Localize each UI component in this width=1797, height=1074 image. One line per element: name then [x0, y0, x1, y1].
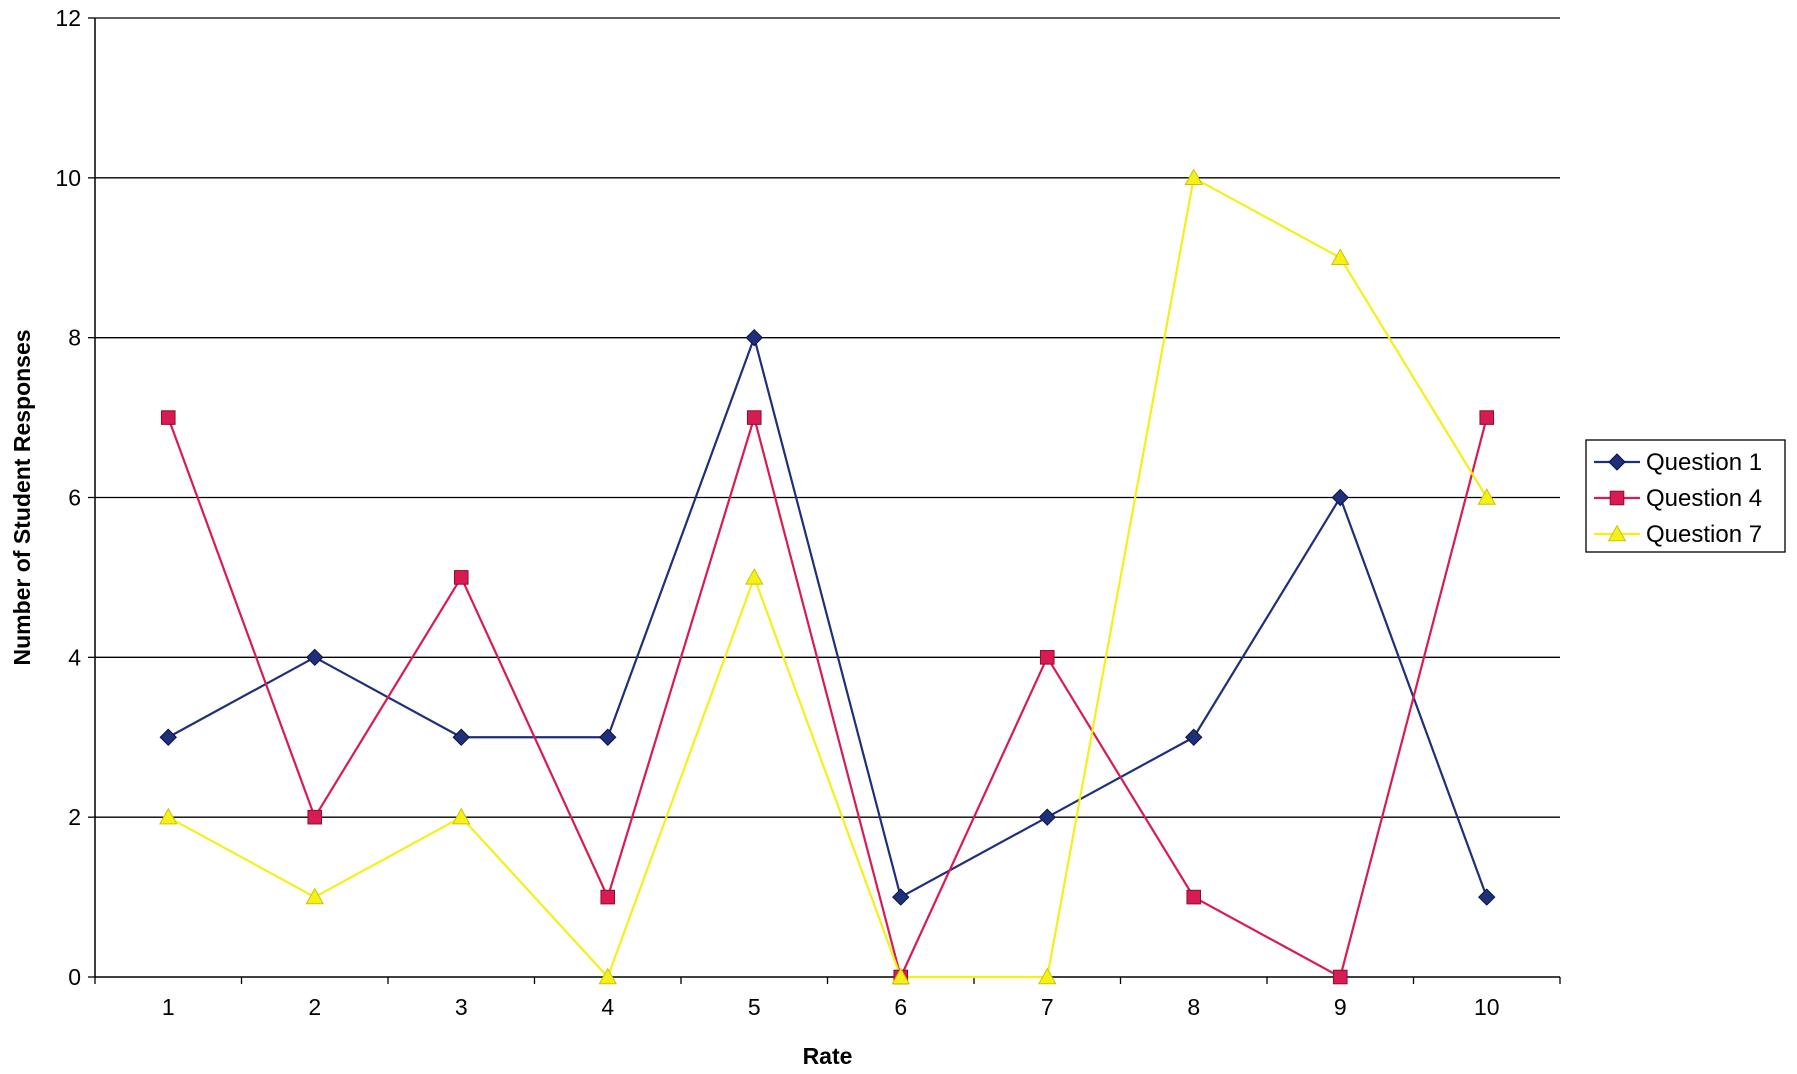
- data-point: [599, 728, 617, 746]
- y-tick-label: 10: [55, 165, 81, 191]
- data-point: [745, 567, 764, 585]
- data-point: [1331, 248, 1350, 265]
- x-tick-label: 9: [1334, 994, 1347, 1020]
- data-point: [305, 887, 324, 905]
- series-lines: [167, 176, 1488, 981]
- series-line-1: [167, 333, 1488, 899]
- data-point: [1478, 888, 1496, 906]
- data-point: [746, 410, 762, 425]
- x-tick-label: 3: [455, 994, 468, 1020]
- data-point: [598, 967, 617, 985]
- y-tick-label: 0: [68, 964, 81, 990]
- legend-label: Question 1: [1646, 449, 1762, 476]
- series-line-3: [167, 176, 1488, 980]
- data-point: [160, 410, 176, 425]
- data-point: [1186, 889, 1202, 905]
- series-markers: [159, 168, 1496, 985]
- x-tick-label: 2: [308, 994, 321, 1020]
- data-point: [745, 328, 763, 347]
- y-tick-label: 8: [68, 325, 81, 351]
- x-tick-label: 10: [1474, 994, 1500, 1020]
- series-line-2: [167, 413, 1488, 981]
- y-tick-label: 2: [68, 804, 81, 830]
- x-tick-label: 1: [162, 994, 175, 1020]
- y-tick-label: 4: [68, 644, 81, 670]
- data-point: [159, 807, 178, 825]
- y-tick-label: 12: [55, 5, 81, 31]
- data-point: [452, 807, 471, 825]
- data-point: [1477, 488, 1496, 505]
- x-tick-label: 5: [748, 994, 761, 1020]
- data-point: [1039, 650, 1055, 665]
- x-tick-label: 8: [1187, 994, 1200, 1020]
- legend: Question 1 Question 4 Question 7: [1585, 439, 1786, 553]
- y-axis-title: Number of Student Responses: [9, 329, 35, 665]
- x-tick-label: 6: [894, 994, 907, 1020]
- data-point: [307, 809, 323, 825]
- legend-marker: [1608, 453, 1626, 471]
- data-point: [600, 889, 616, 905]
- legend-marker: [1607, 524, 1627, 542]
- data-point: [891, 967, 910, 985]
- data-point: [159, 728, 177, 746]
- x-axis-title: Rate: [803, 1043, 853, 1069]
- data-point: [1479, 410, 1495, 425]
- gridlines: [95, 17, 1560, 818]
- data-point: [892, 888, 910, 906]
- data-point: [1038, 967, 1057, 985]
- data-point: [453, 570, 469, 585]
- data-point: [1185, 728, 1203, 746]
- data-point: [1038, 808, 1056, 826]
- data-point: [1331, 488, 1349, 507]
- data-point: [452, 728, 470, 746]
- data-point: [1332, 969, 1348, 985]
- legend-marker: [1609, 490, 1625, 506]
- y-tick-label: 6: [68, 485, 81, 511]
- data-point: [1184, 168, 1203, 186]
- legend-label: Question 7: [1646, 521, 1762, 548]
- data-point: [306, 648, 324, 667]
- x-tick-label: 7: [1041, 994, 1054, 1020]
- x-tick-label: 4: [601, 994, 614, 1020]
- legend-label: Question 4: [1646, 485, 1762, 512]
